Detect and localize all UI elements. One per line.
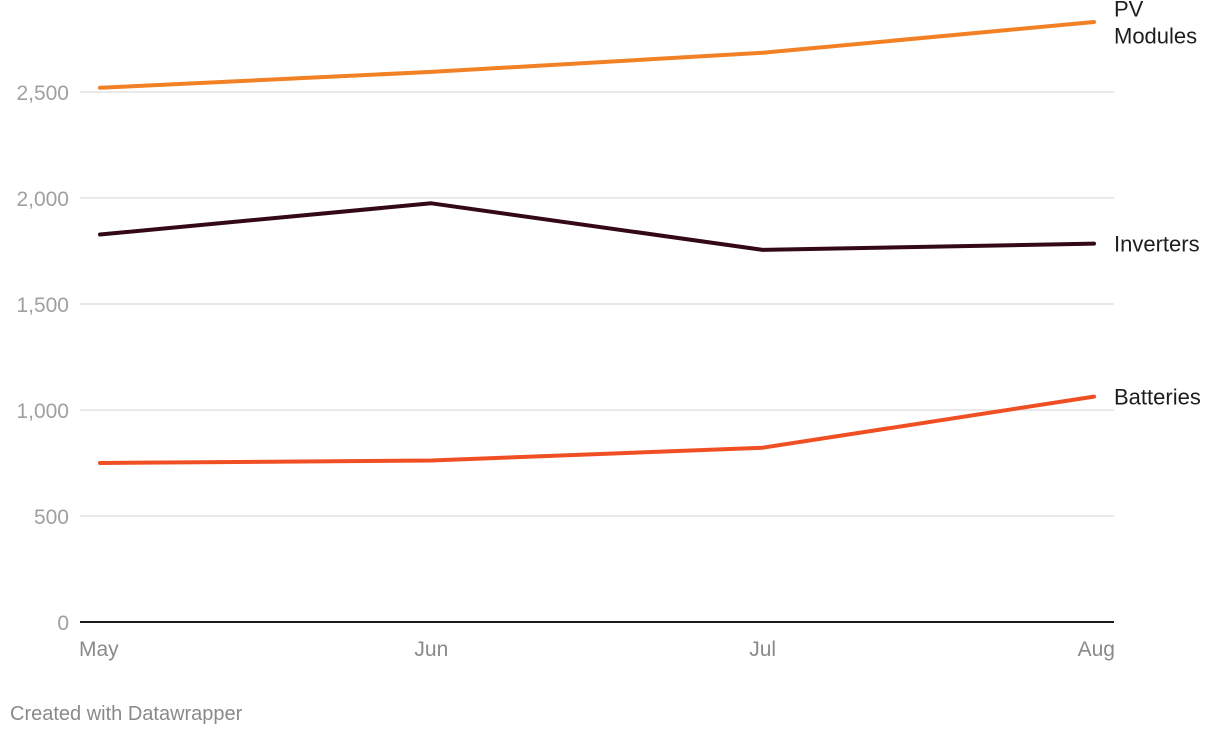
y-tick-label: 2,500 [16,82,69,105]
x-axis: May Jun Jul Aug [79,638,1115,661]
series-labels: PV Modules Inverters Batteries [1114,0,1201,410]
y-tick-label: 0 [57,612,69,635]
x-tick-label: Aug [1078,638,1115,661]
series-lines [98,20,1096,465]
series-line-batteries [98,394,1096,465]
x-tick-label: Jun [414,638,448,661]
series-label-inverters: Inverters [1114,232,1200,257]
y-axis: 0 500 1,000 1,500 2,000 2,500 [16,82,69,635]
x-tick-label: May [79,638,119,661]
y-tick-label: 1,000 [16,400,69,423]
x-tick-label: Jul [749,638,776,661]
y-tick-label: 500 [34,506,69,529]
y-tick-label: 1,500 [16,294,69,317]
series-label-pv-modules: PV Modules [1114,0,1197,49]
series-line-pv-modules [98,20,1096,90]
y-tick-label: 2,000 [16,188,69,211]
credit-text: Created with Datawrapper [10,703,243,725]
gridlines [80,91,1114,623]
series-line-inverters [98,201,1096,252]
series-label-batteries: Batteries [1114,385,1201,410]
